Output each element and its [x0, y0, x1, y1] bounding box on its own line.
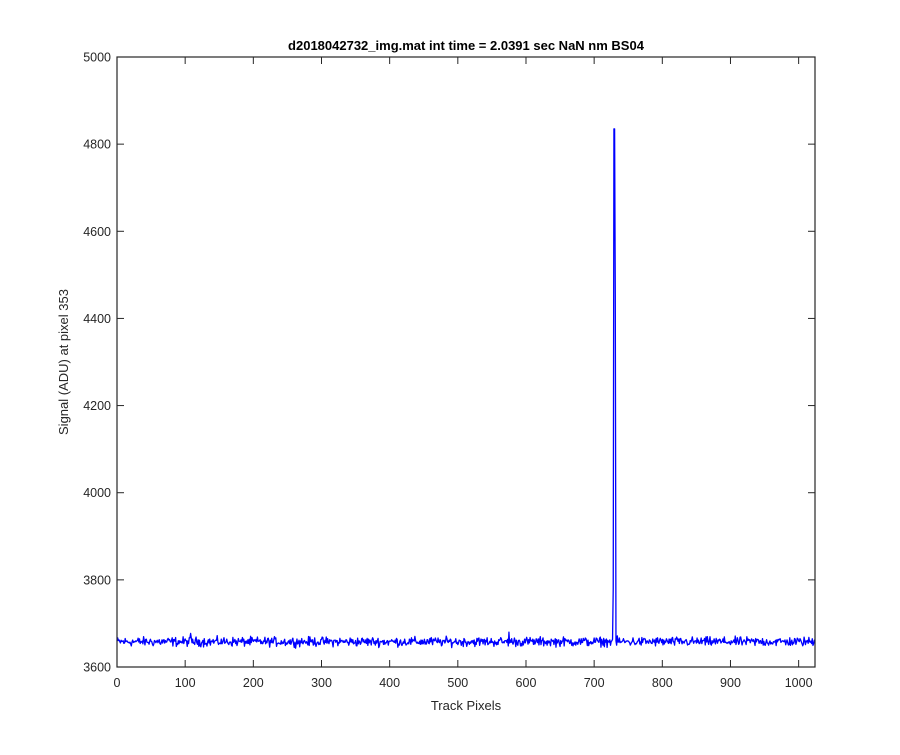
x-tick-label: 900: [720, 676, 741, 690]
plot-area: [116, 128, 816, 649]
y-tick-label: 3800: [83, 573, 111, 587]
y-tick-label: 4400: [83, 312, 111, 326]
x-tick-label: 0: [114, 676, 121, 690]
x-tick-label: 400: [379, 676, 400, 690]
chart-title: d2018042732_img.mat int time = 2.0391 se…: [288, 38, 645, 53]
y-tick-label: 4600: [83, 225, 111, 239]
y-tick-label: 4000: [83, 486, 111, 500]
x-axis: 0 100 200 300 400 500 600 700 800 900 1000: [114, 57, 813, 690]
x-tick-label: 800: [652, 676, 673, 690]
y-tick-label: 5000: [83, 51, 111, 65]
axes-box: [116, 56, 816, 668]
y-tick-label: 4200: [83, 399, 111, 413]
x-tick-label: 200: [243, 676, 264, 690]
x-tick-label: 1000: [785, 676, 813, 690]
x-tick-label: 500: [447, 676, 468, 690]
series-line: [116, 128, 816, 649]
y-axis: 3600 3800 4000 4200 4400 4600 4800 5000: [83, 51, 815, 675]
x-tick-label: 100: [175, 676, 196, 690]
x-axis-label: Track Pixels: [431, 698, 502, 713]
y-tick-label: 4800: [83, 138, 111, 152]
x-tick-label: 300: [311, 676, 332, 690]
y-axis-label: Signal (ADU) at pixel 353: [56, 289, 71, 435]
x-tick-label: 700: [584, 676, 605, 690]
x-tick-label: 600: [516, 676, 537, 690]
y-tick-label: 3600: [83, 661, 111, 675]
